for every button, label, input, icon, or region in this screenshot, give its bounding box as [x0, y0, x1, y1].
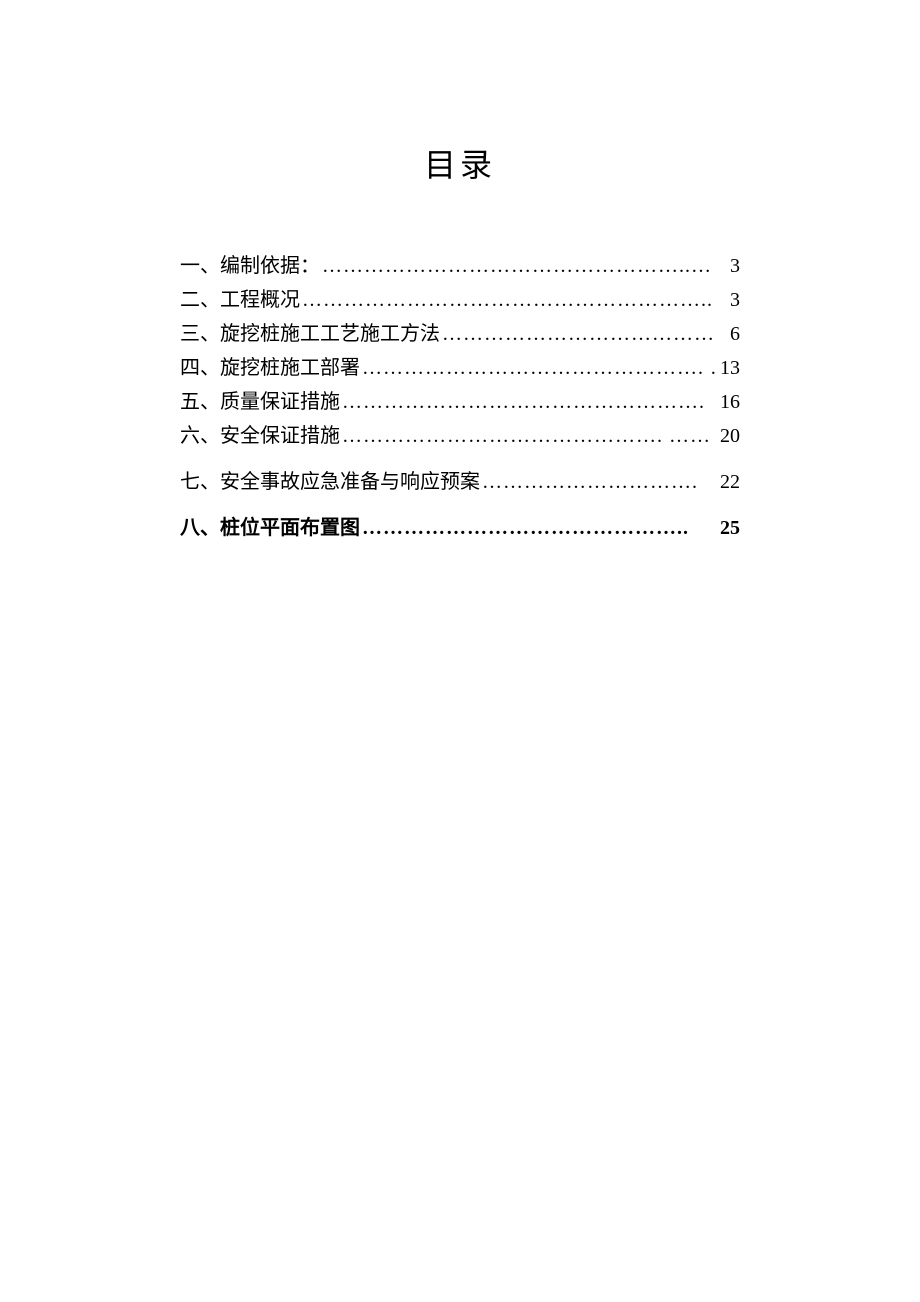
toc-entry: 六、安全保证措施………………………………………. ……20: [180, 426, 740, 446]
toc-entry-page: 3: [730, 290, 740, 310]
toc-entry: 五、质量保证措施…………………………………………….16: [180, 392, 740, 412]
toc-entry-label: 五、质量保证措施: [180, 392, 340, 412]
toc-entry: 一、编制依据：……………………………………………..…3: [180, 256, 740, 276]
toc-entry-label: 六、安全保证措施: [180, 426, 340, 446]
toc-list: 一、编制依据：……………………………………………..…3二、工程概况…………………: [180, 256, 740, 538]
toc-entry-leader: ………………………………………. ……: [342, 426, 718, 446]
toc-entry-leader: ……………………………………………..…: [322, 256, 728, 276]
toc-entry: 四、旋挖桩施工部署…………………………………………. …13: [180, 358, 740, 378]
toc-entry-label: 七、安全事故应急准备与响应预案: [180, 472, 480, 492]
toc-entry-leader: …………………………………………. …: [362, 358, 718, 378]
document-page: 目录 一、编制依据：……………………………………………..…3二、工程概况…………: [0, 0, 920, 538]
toc-entry: 七、安全事故应急准备与响应预案………………………….22: [180, 472, 740, 492]
toc-entry: 三、旋挖桩施工工艺施工方法…………………………………6: [180, 324, 740, 344]
toc-entry-page: 16: [720, 392, 740, 412]
toc-entry-label: 八、桩位平面布置图: [180, 518, 360, 538]
toc-entry-page: 20: [720, 426, 740, 446]
toc-entry-leader: …………………………………………………..: [302, 290, 728, 310]
toc-entry-page: 3: [730, 256, 740, 276]
toc-entry-page: 6: [730, 324, 740, 344]
toc-entry-leader: ………………………………………..: [362, 518, 718, 538]
toc-entry-page: 22: [720, 472, 740, 492]
toc-entry: 八、桩位平面布置图………………………………………..25: [180, 518, 740, 538]
toc-entry-leader: …………………………………: [442, 324, 728, 344]
toc-entry-label: 三、旋挖桩施工工艺施工方法: [180, 324, 440, 344]
toc-entry-label: 二、工程概况: [180, 290, 300, 310]
toc-entry-page: 25: [720, 518, 740, 538]
toc-entry-label: 一、编制依据：: [180, 256, 320, 276]
toc-entry-leader: ………………………….: [482, 472, 718, 492]
toc-entry: 二、工程概况…………………………………………………..3: [180, 290, 740, 310]
toc-entry-leader: …………………………………………….: [342, 392, 718, 412]
toc-entry-label: 四、旋挖桩施工部署: [180, 358, 360, 378]
toc-title: 目录: [180, 140, 740, 186]
toc-entry-page: 13: [720, 358, 740, 378]
